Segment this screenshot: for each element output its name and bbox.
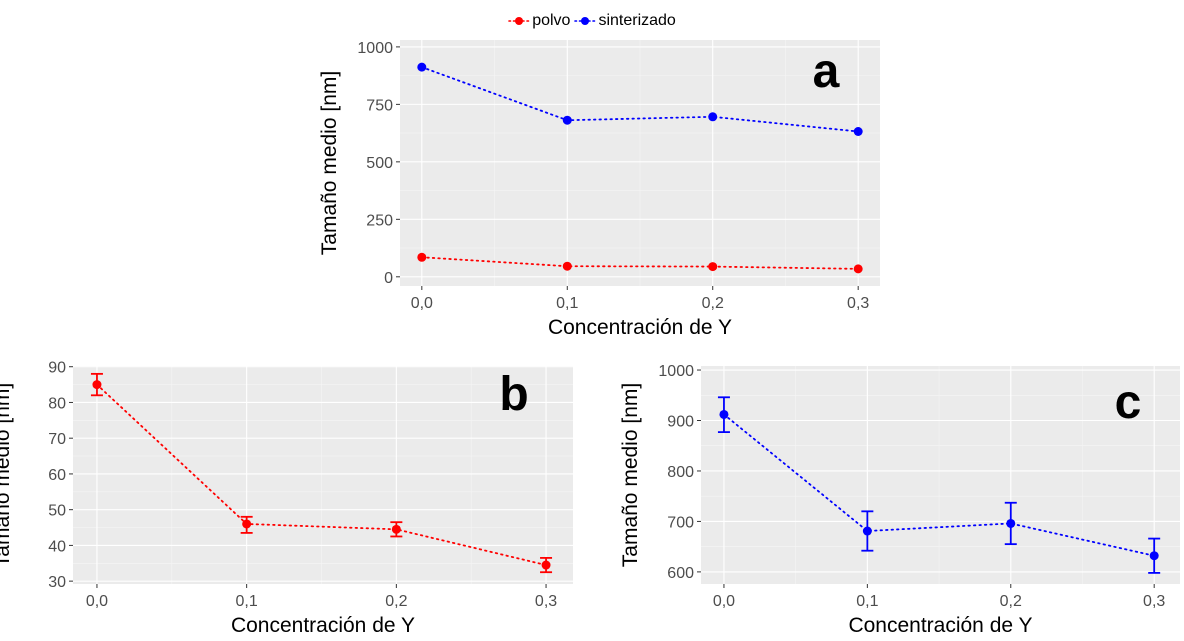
data-point-polvo [92, 380, 102, 390]
legend: polvo sinterizado [0, 8, 1184, 34]
data-point-sinterizado [719, 409, 729, 419]
x-tick-label: 0,1 [556, 295, 578, 312]
x-tick-label: 0,0 [86, 593, 108, 610]
y-tick-label: 800 [667, 464, 694, 481]
y-tick-label: 40 [48, 538, 66, 555]
series-line-polvo [96, 383, 547, 566]
data-point-polvo [417, 252, 427, 262]
x-tick-label: 0,3 [847, 295, 869, 312]
data-point-polvo [541, 560, 551, 570]
y-axis-title: Tamaño medio [nm] [0, 383, 14, 567]
legend-label-polvo: polvo [532, 12, 571, 29]
x-tick-label: 0,2 [702, 295, 724, 312]
data-point-sinterizado [853, 127, 863, 137]
legend-label-sinterizado: sinterizado [598, 12, 676, 29]
x-tick-label: 0,0 [411, 295, 433, 312]
y-tick-label: 0 [384, 270, 393, 287]
x-axis-title: Concentración de Y [848, 614, 1032, 637]
y-tick-label: 60 [48, 467, 66, 484]
panel-label: c [1115, 376, 1142, 429]
y-tick-label: 80 [48, 395, 66, 412]
x-tick-label: 0,2 [385, 593, 407, 610]
legend-key-sinterizado [574, 17, 597, 25]
y-tick-label: 700 [667, 514, 694, 531]
x-tick-label: 0,0 [713, 593, 735, 610]
panel-label: a [813, 45, 840, 98]
series-line-sinterizado [420, 66, 860, 133]
data-point-polvo [391, 524, 401, 534]
x-tick-label: 0,1 [236, 593, 258, 610]
series-line-sinterizado [723, 413, 1156, 557]
y-tick-label: 750 [366, 97, 393, 114]
data-point-sinterizado [1149, 551, 1159, 561]
y-tick-label: 600 [667, 565, 694, 582]
legend-key-polvo [508, 17, 530, 25]
y-tick-label: 1000 [357, 40, 393, 57]
x-tick-label: 0,1 [856, 593, 878, 610]
data-point-sinterizado [562, 115, 572, 125]
y-tick-label: 70 [48, 431, 66, 448]
y-tick-label: 900 [667, 414, 694, 431]
y-tick-label: 1000 [658, 363, 694, 380]
plot-background [701, 366, 1180, 584]
data-point-polvo [853, 264, 863, 274]
data-point-polvo [562, 261, 572, 271]
x-tick-label: 0,3 [1143, 593, 1165, 610]
y-axis-title: Tamaño medio [nm] [619, 383, 642, 567]
y-axis-title: Tamaño medio [nm] [318, 71, 341, 255]
data-point-sinterizado [708, 112, 718, 122]
series-line-polvo [420, 256, 860, 270]
y-tick-label: 500 [366, 155, 393, 172]
y-tick-label: 30 [48, 574, 66, 591]
panel-label: b [499, 368, 528, 421]
x-axis-title: Concentración de Y [231, 614, 415, 637]
legend-item-sinterizado: sinterizado [574, 11, 676, 31]
x-axis-title: Concentración de Y [548, 316, 732, 339]
y-tick-label: 250 [366, 212, 393, 229]
legend-item-polvo: polvo [508, 11, 570, 31]
y-tick-label: 90 [48, 360, 66, 377]
data-point-sinterizado [1006, 518, 1016, 528]
data-point-polvo [242, 519, 252, 529]
x-tick-label: 0,3 [535, 593, 557, 610]
x-tick-label: 0,2 [1000, 593, 1022, 610]
y-tick-label: 50 [48, 503, 66, 520]
data-point-sinterizado [417, 62, 427, 72]
data-point-polvo [708, 262, 718, 272]
data-point-sinterizado [862, 526, 872, 536]
